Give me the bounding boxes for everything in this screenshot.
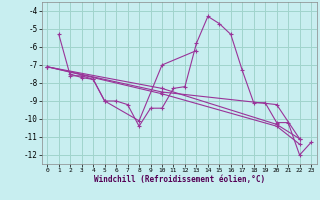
X-axis label: Windchill (Refroidissement éolien,°C): Windchill (Refroidissement éolien,°C) (94, 175, 265, 184)
